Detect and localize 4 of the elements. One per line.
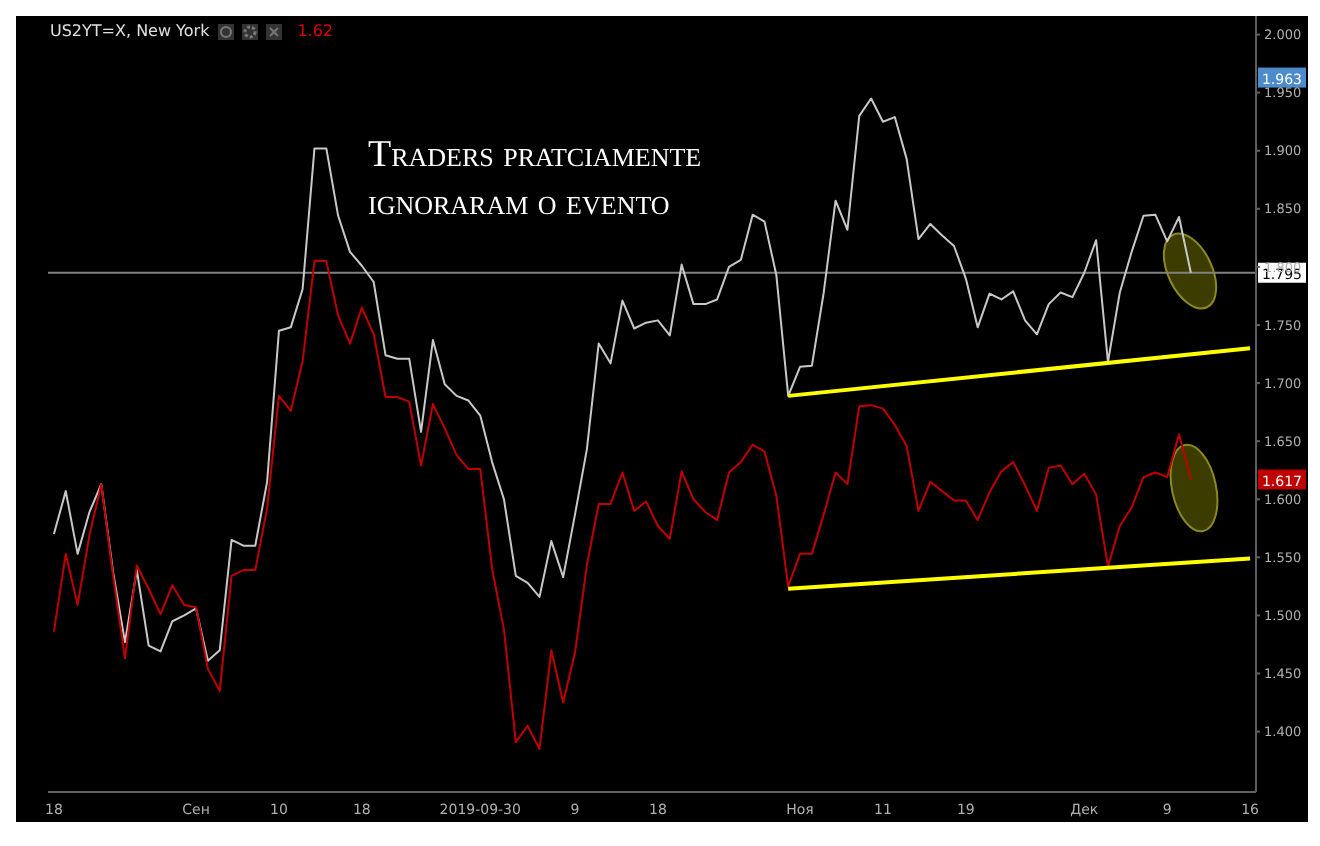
chart-subtitle: US2YT=X, New York bbox=[50, 22, 210, 40]
text: Traders pratciamente ignoraram o evento bbox=[368, 132, 704, 228]
line-series bbox=[52, 260, 1192, 751]
annotation: 1.62 bbox=[297, 22, 334, 40]
